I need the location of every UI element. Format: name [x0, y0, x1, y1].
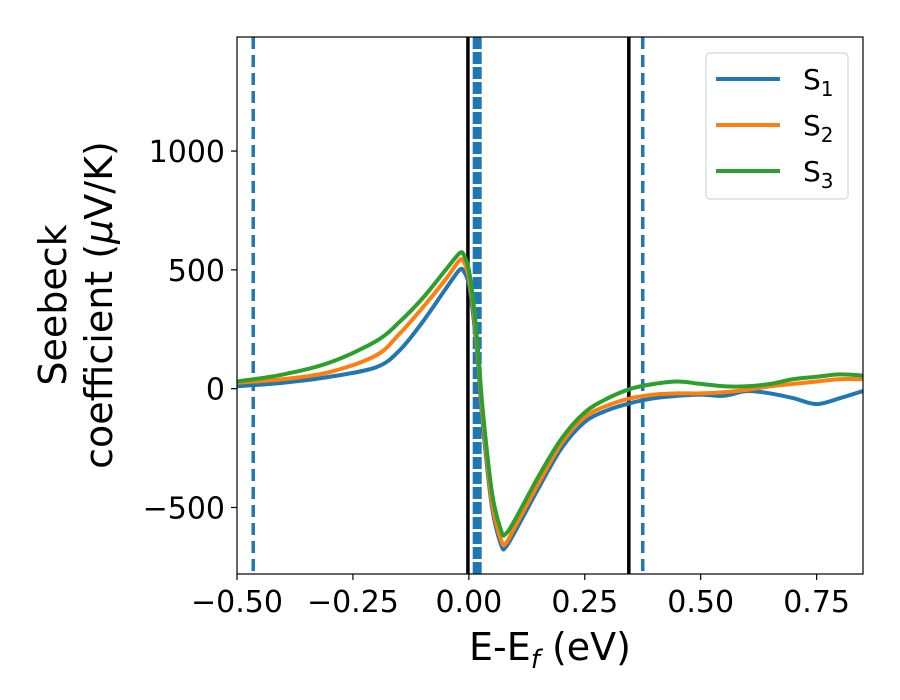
x-tick-label: 0.25 [551, 585, 618, 620]
y-tick-label: −500 [143, 491, 225, 526]
x-tick-label: −0.25 [307, 585, 399, 620]
legend-label-3: S3 [803, 155, 834, 193]
x-tick-label: 0.00 [435, 585, 502, 620]
y-axis-ticks: −500 0 500 1000 [143, 135, 237, 526]
series-line-3 [237, 250, 863, 538]
y-axis-label-mu: μ [77, 220, 121, 245]
legend-label-1: S1 [803, 63, 834, 101]
x-tick-label: 0.50 [667, 585, 734, 620]
x-tick-label: −0.50 [191, 585, 283, 620]
y-axis-label-line2-text: coefficient ( [77, 244, 121, 469]
y-axis-label-unit: V/K) [77, 141, 121, 220]
y-axis-label: Seebeck coefficient (μV/K) [31, 141, 121, 469]
y-axis-label-line2: coefficient (μV/K) [77, 141, 121, 469]
legend: S1 S2 S3 [705, 52, 849, 200]
x-axis-label: E-Ef (eV) [469, 625, 631, 675]
y-tick-label: 0 [206, 373, 225, 408]
y-tick-label: 1000 [149, 135, 225, 170]
x-tick-label: 0.75 [783, 585, 850, 620]
vertical-marker-lines [251, 37, 645, 574]
y-axis-label-line1: Seebeck [31, 224, 75, 385]
x-axis-label-main: E-E [469, 625, 531, 669]
x-axis-label-unit: (eV) [540, 625, 631, 669]
legend-label-2: S2 [803, 109, 834, 147]
plot-frame [236, 36, 864, 575]
series-line-2 [237, 257, 863, 548]
y-tick-label: 500 [168, 254, 225, 289]
series-lines [237, 250, 863, 552]
x-axis-ticks: −0.50 −0.25 0.00 0.25 0.50 0.75 [191, 574, 850, 620]
series-line-1 [237, 266, 863, 552]
